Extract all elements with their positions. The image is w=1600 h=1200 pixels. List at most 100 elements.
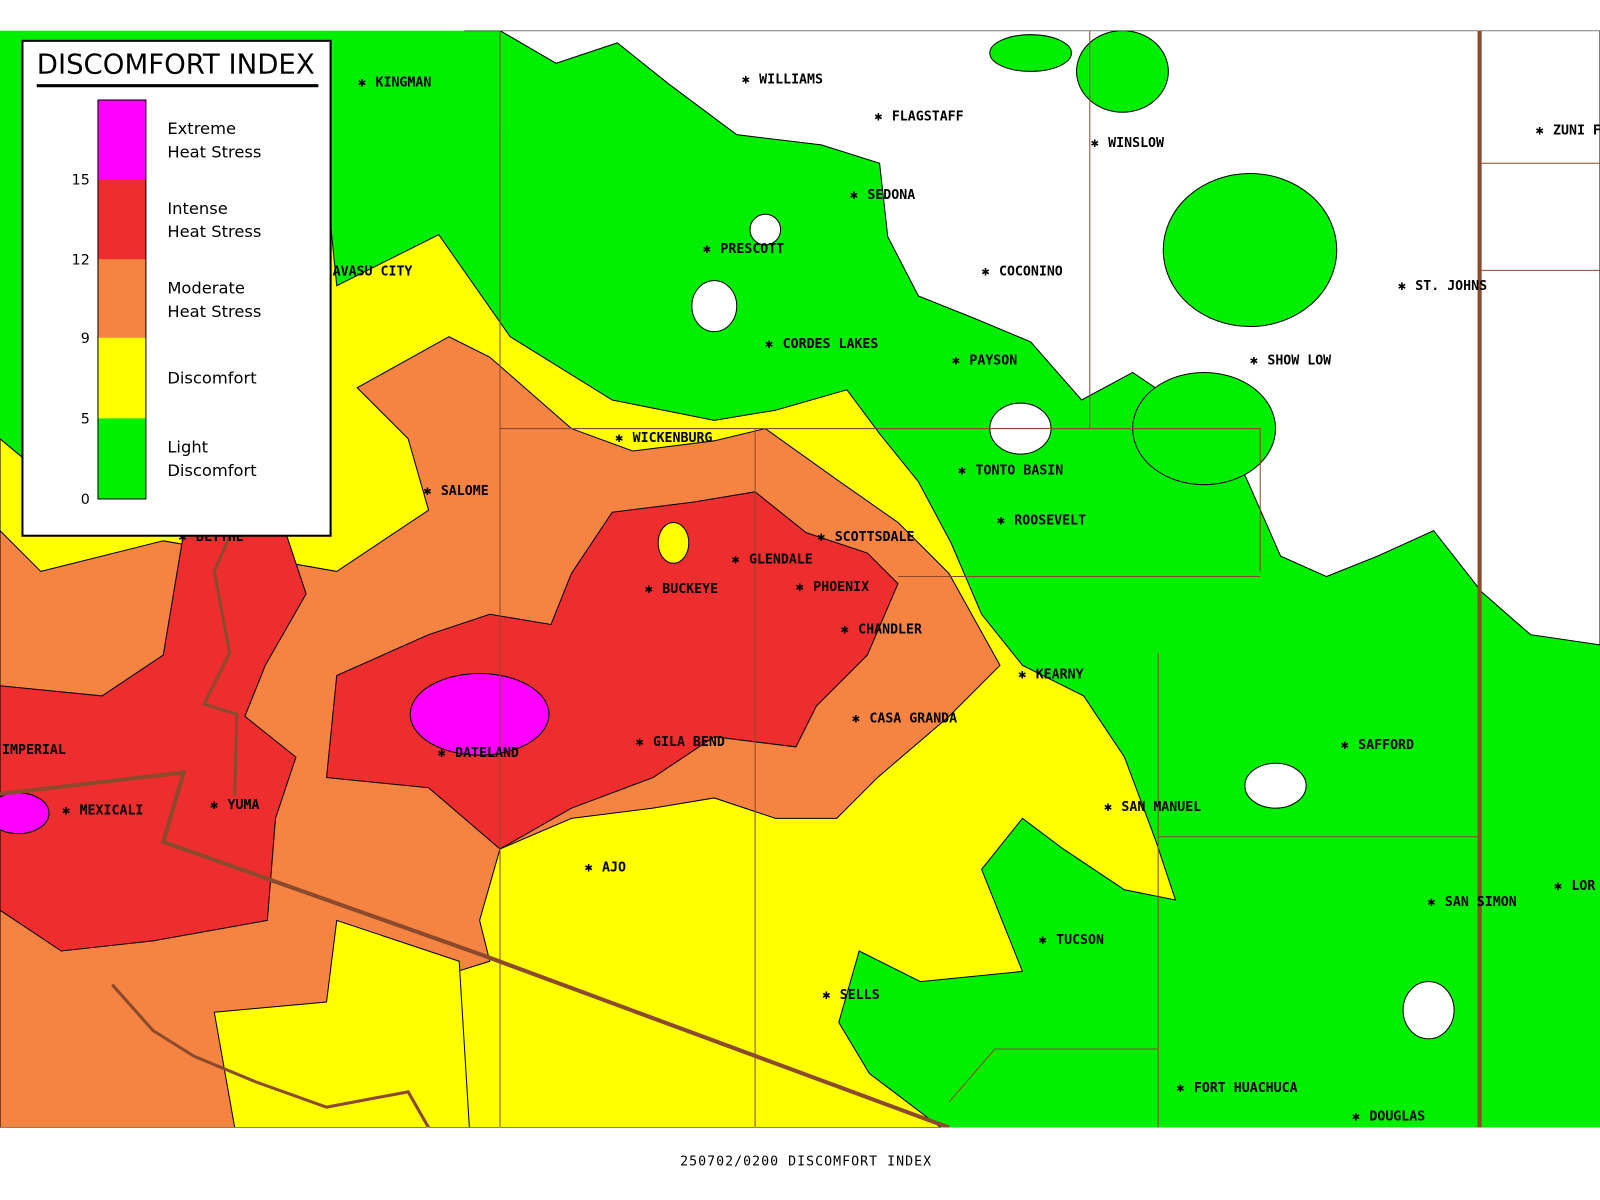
- city-label: NOGALES: [1094, 1129, 1150, 1144]
- legend-swatch: [97, 100, 146, 181]
- city-label: DATELAND: [455, 746, 519, 761]
- legend-swatch: [97, 337, 146, 419]
- city-label: GILA BEND: [653, 735, 725, 750]
- city-label: SAFFORD: [1358, 738, 1414, 753]
- city-marker: ✱: [210, 798, 218, 813]
- legend-label: Heat Stress: [167, 302, 261, 321]
- city-marker: ✱: [852, 711, 860, 726]
- city-marker: ✱: [1428, 895, 1436, 910]
- city-label: FORT HUACHUCA: [1194, 1081, 1298, 1096]
- city-marker: ✱: [179, 530, 187, 545]
- city-label: SCOTTSDALE: [835, 530, 915, 545]
- legend-tick: 9: [81, 331, 90, 347]
- city-label: KEARNY: [1036, 668, 1084, 683]
- city-marker: ✱: [952, 353, 960, 368]
- city-label: IMPERIAL: [2, 743, 66, 758]
- city-marker: ✱: [822, 988, 830, 1003]
- legend-label: Extreme: [167, 119, 236, 138]
- city-label: CORDES LAKES: [783, 337, 879, 352]
- legend-swatch: [97, 259, 146, 340]
- legend-label: Moderate: [167, 278, 245, 297]
- city-label: SHOW LOW: [1267, 353, 1331, 368]
- city-label: GLENDALE: [749, 552, 813, 567]
- city-label: SALOME: [441, 484, 489, 499]
- legend-title: DISCOMFORT INDEX: [37, 48, 315, 80]
- city-marker: ✱: [1554, 879, 1562, 894]
- city-label: PRESCOTT: [720, 242, 784, 257]
- legend-tick: 0: [81, 492, 90, 508]
- city-label: SAN MANUEL: [1121, 800, 1201, 815]
- city-label: TONTO BASIN: [976, 463, 1064, 478]
- city-label: KINGMAN: [376, 76, 432, 91]
- legend: DISCOMFORT INDEX Extreme Heat Stress Inten…: [21, 39, 332, 537]
- city-marker: ✱: [358, 76, 366, 91]
- city-label: TUCSON: [1056, 933, 1104, 948]
- city-marker: ✱: [742, 73, 750, 88]
- city-label: FLAGSTAFF: [892, 109, 964, 124]
- city-marker: ✱: [1018, 668, 1026, 683]
- legend-swatch: [97, 418, 146, 499]
- city-marker: ✱: [1398, 279, 1406, 294]
- city-label: SEDONA: [867, 188, 915, 203]
- city-marker: ✱: [732, 552, 740, 567]
- city-marker: ✱: [1104, 800, 1112, 815]
- city-label: ZUNI F: [1553, 124, 1600, 139]
- legend-label: Heat Stress: [167, 143, 261, 162]
- city-marker: ✱: [585, 860, 593, 875]
- legend-tick: 5: [81, 411, 90, 427]
- city-marker: ✱: [982, 265, 990, 280]
- city-marker: ✱: [423, 484, 431, 499]
- city-label: SELLS: [840, 988, 880, 1003]
- city-marker: ✱: [1250, 353, 1258, 368]
- city-marker: ✱: [1352, 1109, 1360, 1124]
- city-marker: ✱: [1091, 136, 1099, 151]
- city-marker: ✱: [645, 582, 653, 597]
- city-marker: ✱: [765, 337, 773, 352]
- city-label: DOUGLAS: [1369, 1109, 1425, 1124]
- city-label: CHANDLER: [858, 623, 922, 638]
- city-marker: ✱: [1536, 124, 1544, 139]
- city-label: SAN SIMON: [1445, 895, 1517, 910]
- city-label: BUCKEYE: [662, 582, 718, 597]
- legend-tick: 15: [72, 173, 90, 189]
- city-label: ROOSEVELT: [1014, 513, 1086, 528]
- city-label: WILLIAMS: [759, 73, 823, 88]
- city-marker: ✱: [841, 623, 849, 638]
- city-marker: ✱: [796, 580, 804, 595]
- city-label: MEXICALI: [80, 803, 144, 818]
- legend-label: Intense: [167, 199, 227, 218]
- city-label: LOR: [1571, 879, 1595, 894]
- city-marker: ✱: [615, 431, 623, 446]
- legend-bar-outline: [97, 99, 147, 500]
- city-marker: ✱: [1341, 738, 1349, 753]
- city-marker: ✱: [1039, 933, 1047, 948]
- city-label: AJO: [602, 860, 626, 875]
- city-marker: ✱: [874, 109, 882, 124]
- city-marker: ✱: [997, 513, 1005, 528]
- legend-tick: 12: [72, 252, 90, 268]
- footer: 250702/0200 DISCOMFORT INDEX: [680, 1154, 932, 1169]
- legend-label: Heat Stress: [167, 222, 261, 241]
- city-marker: ✱: [817, 530, 825, 545]
- city-label: AVASU CITY: [333, 265, 413, 280]
- city-label: PHOENIX: [813, 580, 869, 595]
- city-label: COCONINO: [999, 265, 1063, 280]
- city-marker: ✱: [703, 242, 711, 257]
- city-label: ST. JOHNS: [1415, 279, 1487, 294]
- legend-swatch: [97, 179, 146, 261]
- city-label: CASA GRANDA: [869, 711, 957, 726]
- city-label: WINSLOW: [1108, 136, 1164, 151]
- legend-label: Light: [167, 438, 208, 457]
- legend-label: Discomfort: [167, 369, 256, 388]
- legend-label: Discomfort: [167, 461, 256, 480]
- city-label: WICKENBURG: [633, 431, 713, 446]
- city-marker: ✱: [438, 746, 446, 761]
- city-marker: ✱: [1177, 1081, 1185, 1096]
- city-marker: ✱: [958, 463, 966, 478]
- city-marker: ✱: [62, 803, 70, 818]
- city-marker: ✱: [636, 735, 644, 750]
- city-label: PAYSON: [969, 353, 1017, 368]
- city-marker: ✱: [850, 188, 858, 203]
